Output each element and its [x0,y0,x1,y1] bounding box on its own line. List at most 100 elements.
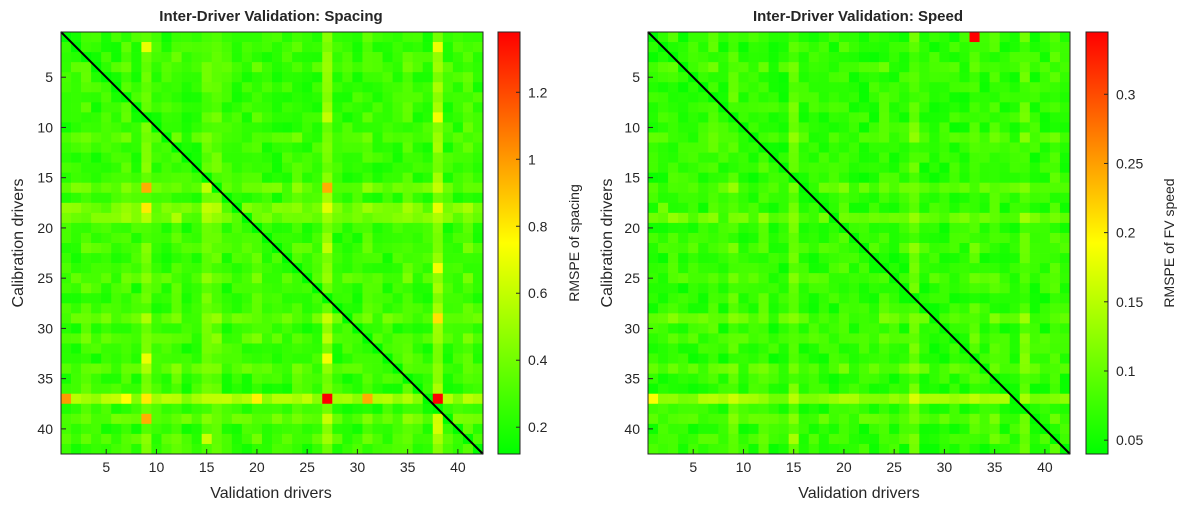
heatmap-cell [698,283,709,294]
heatmap-cell [969,303,980,314]
heatmap-cell [1059,383,1071,395]
heatmap-cell [261,52,273,63]
heatmap-cell [91,253,102,264]
heatmap-cell [312,293,323,304]
heatmap-cell [959,142,970,153]
heatmap-cell [101,142,112,153]
heatmap-cell [161,172,172,184]
heatmap-cell [231,253,243,264]
heatmap-cell [282,52,293,63]
heatmap-cell [808,393,820,405]
heatmap-cell [808,132,820,143]
heatmap-cell [151,343,162,354]
heatmap-cell [838,42,850,53]
heatmap-cell [889,202,900,214]
heatmap-cell [859,72,870,83]
heatmap-cell [1049,72,1061,83]
heatmap-cell [161,333,172,344]
heatmap-cell [382,333,393,344]
heatmap-cell [919,423,930,435]
heatmap-cell [648,62,659,73]
heatmap-cell [241,42,253,53]
heatmap-cell [869,82,880,93]
heatmap-cell [191,222,203,234]
heatmap-cell [292,192,303,204]
heatmap-cell [402,152,414,163]
heatmap-cell [121,413,132,425]
heatmap-cell [261,353,273,364]
heatmap-cell [91,353,102,364]
heatmap-cell [1039,373,1051,385]
heatmap-cell [422,102,434,113]
heatmap-cell [798,393,810,405]
heatmap-cell [808,313,820,324]
heatmap-cell [648,122,659,133]
heatmap-cell [211,62,223,73]
heatmap-cell [889,62,900,73]
heatmap-cell [1009,82,1021,93]
heatmap-cell [422,423,434,435]
heatmap-cell [999,222,1011,234]
heatmap-cell [221,263,233,274]
heatmap-cell [859,353,870,364]
heatmap-cell [61,363,72,374]
heatmap-cell [748,283,759,294]
heatmap-cell [949,423,960,435]
heatmap-cell [61,202,72,214]
heatmap-cell [929,212,940,224]
heatmap-cell [151,293,162,304]
heatmap-cell [272,172,283,184]
heatmap-cell [151,142,162,153]
heatmap-cell [1009,333,1021,344]
heatmap-cell [161,363,172,374]
heatmap-cell [342,42,353,53]
heatmap-cell [121,112,132,123]
heatmap-cell [221,62,233,73]
heatmap-cell [342,443,353,455]
heatmap-cell [61,343,72,354]
heatmap-cell [818,373,830,385]
heatmap-cell [211,323,223,334]
heatmap-cell [472,243,484,254]
heatmap-cell [678,42,689,53]
heatmap-cell [899,423,910,435]
heatmap-cell [818,383,830,395]
heatmap-cell [282,313,293,324]
heatmap-cell [312,383,323,395]
heatmap-cell [111,172,122,184]
heatmap-cell [151,403,162,415]
heatmap-cell [788,333,800,344]
heatmap-cell [302,403,313,415]
heatmap-cell [372,152,383,163]
heatmap-cell [211,232,223,244]
heatmap-cell [869,333,880,344]
heatmap-cell [231,172,243,184]
heatmap-cell [688,102,699,113]
heatmap-cell [221,102,233,113]
heatmap-cell [402,212,414,224]
heatmap-cell [919,333,930,344]
heatmap-cell [828,162,840,174]
heatmap-cell [989,293,1001,304]
heatmap-cell [432,42,444,53]
heatmap-cell [101,333,112,344]
heatmap-cell [1019,72,1031,83]
heatmap-cell [362,112,373,123]
heatmap-cell [828,413,840,425]
heatmap-cell [432,232,444,244]
heatmap-cell [221,92,233,103]
heatmap-cell [1049,162,1061,174]
heatmap-cell [859,363,870,374]
heatmap-cell [959,152,970,163]
heatmap-cell [668,433,679,445]
heatmap-cell [979,273,990,284]
heatmap-cell [838,182,850,194]
heatmap-cell [1049,253,1061,264]
heatmap-cell [648,393,659,405]
heatmap-cell [909,433,920,445]
heatmap-cell [708,222,719,234]
heatmap-cell [1039,383,1051,395]
heatmap-cell [848,72,860,83]
heatmap-cell [758,112,769,123]
heatmap-cell [798,283,810,294]
